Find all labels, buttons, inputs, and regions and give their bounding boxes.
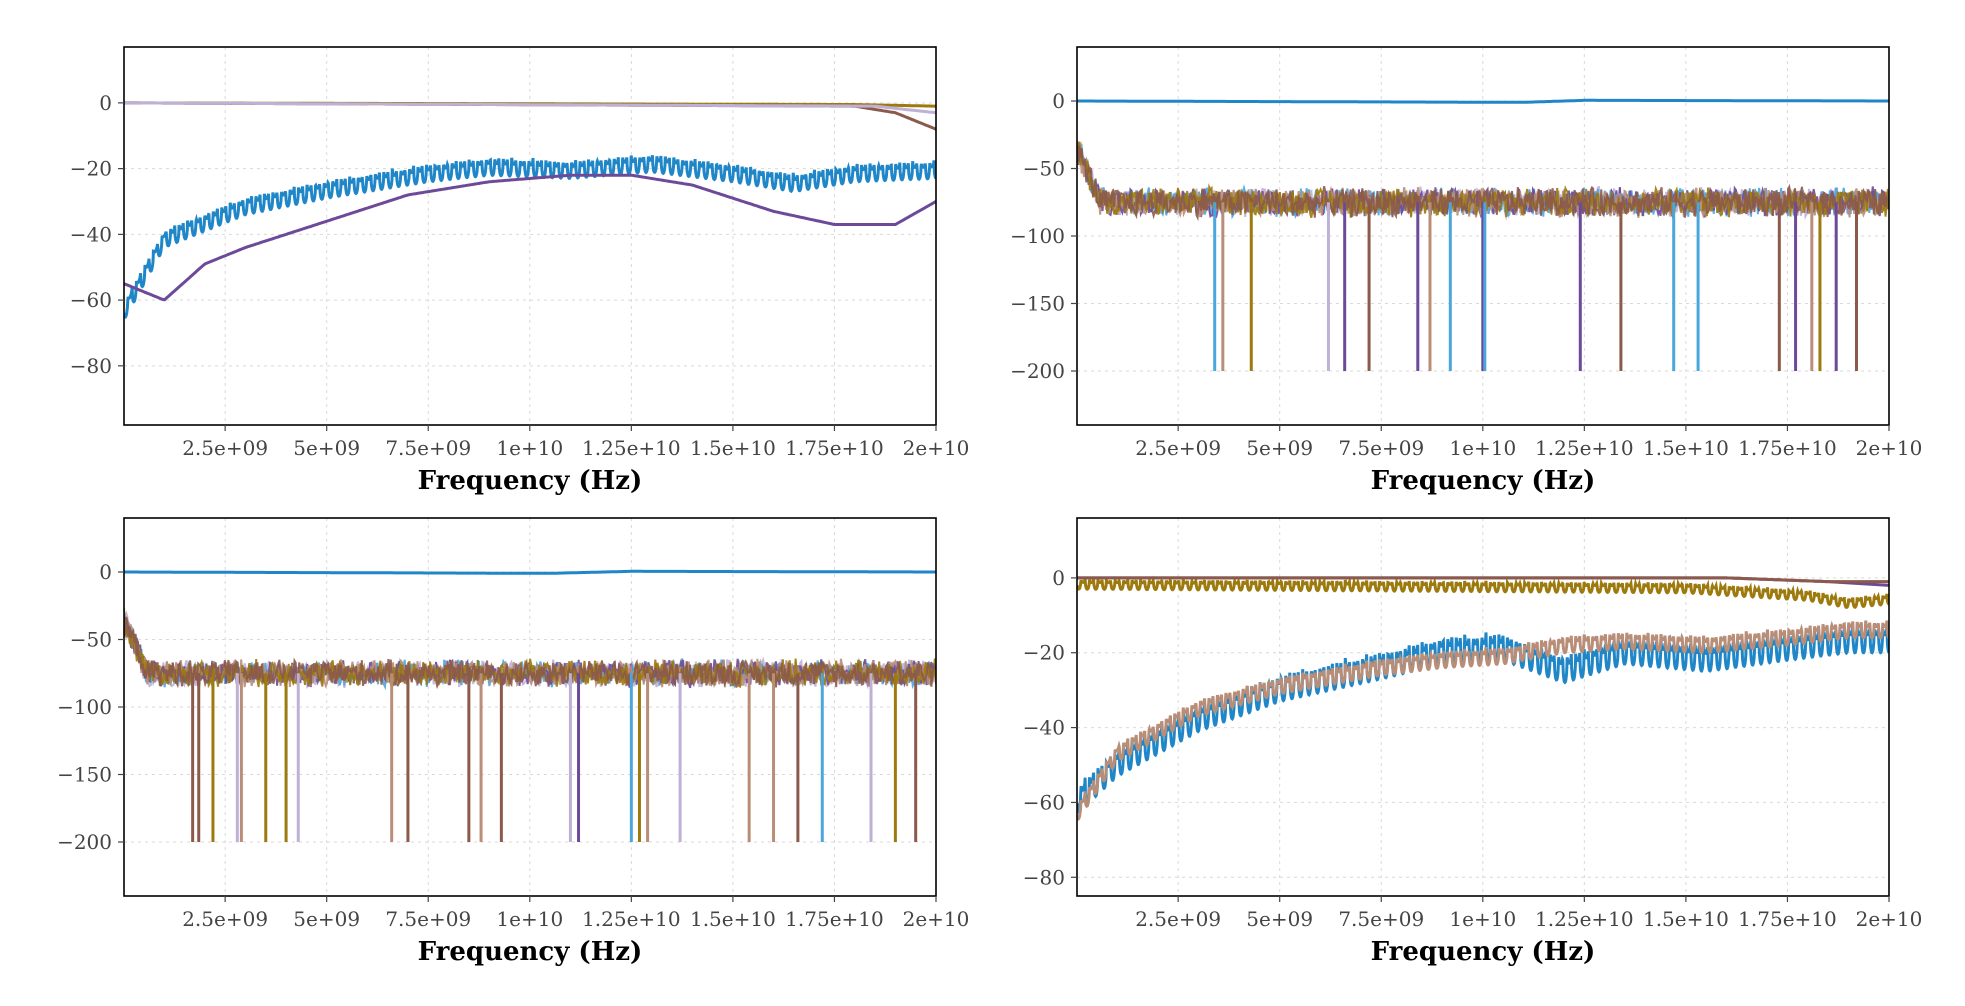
x-tick-label: 1e+10 <box>1449 907 1516 931</box>
series-line <box>124 101 936 115</box>
x-tick-label: 1.75e+10 <box>785 907 884 931</box>
y-tick-label: −60 <box>1023 790 1065 814</box>
x-tick-label: 5e+09 <box>293 907 360 931</box>
y-tick-label: 0 <box>99 91 112 115</box>
x-tick-label: 1e+10 <box>1449 436 1516 460</box>
y-tick-label: −100 <box>1010 224 1065 248</box>
y-tick-label: −50 <box>70 628 112 652</box>
series-line <box>124 154 936 319</box>
x-tick-label: 1.5e+10 <box>690 436 776 460</box>
plot-area <box>124 101 936 319</box>
x-tick-label: 2e+10 <box>903 436 970 460</box>
subplot-top-left: 2.5e+09 5e+09 7.5e+09 1e+10 1.25e+10 1.5e+10 1… <box>70 46 970 496</box>
subplot-bottom-right: 2.5e+09 5e+09 7.5e+09 1e+10 1.25e+10 1.5e+10 1… <box>1023 517 1923 967</box>
x-tick-label: 2e+10 <box>903 907 970 931</box>
series-line <box>1077 98 1889 104</box>
x-tick-label: 1.5e+10 <box>1643 907 1729 931</box>
x-tick-label: 1.75e+10 <box>1738 436 1837 460</box>
y-tick-label: 0 <box>1052 566 1065 590</box>
x-tick-label: 2.5e+09 <box>182 436 268 460</box>
x-tick-label: 5e+09 <box>293 436 360 460</box>
y-tick-label: −50 <box>1023 157 1065 181</box>
y-tick-label: −40 <box>70 222 112 246</box>
x-tick-label: 7.5e+09 <box>1338 436 1424 460</box>
y-tick-label: 0 <box>99 560 112 584</box>
x-tick-label: 2.5e+09 <box>1135 907 1221 931</box>
y-tick-label: −20 <box>1023 641 1065 665</box>
x-tick-label: 1.25e+10 <box>1535 907 1634 931</box>
series-line <box>1077 576 1889 584</box>
x-tick-label: 7.5e+09 <box>385 436 471 460</box>
x-tick-label: 1.25e+10 <box>582 907 681 931</box>
y-tick-label: −200 <box>57 830 112 854</box>
subplot-bottom-left: 2.5e+09 5e+09 7.5e+09 1e+10 1.25e+10 1.5e+10 1… <box>57 517 970 967</box>
y-tick-label: −60 <box>70 288 112 312</box>
x-tick-label: 1.75e+10 <box>785 436 884 460</box>
x-tick-label: 5e+09 <box>1246 907 1313 931</box>
y-tick-label: −80 <box>70 354 112 378</box>
plot-area <box>1077 575 1889 821</box>
series-line <box>124 569 936 575</box>
y-tick-label: −100 <box>57 695 112 719</box>
x-axis-label: Frequency (Hz) <box>1371 466 1596 496</box>
x-tick-label: 2.5e+09 <box>1135 436 1221 460</box>
plot-area <box>124 569 936 842</box>
y-tick-label: −80 <box>1023 865 1065 889</box>
x-tick-label: 1.5e+10 <box>1643 436 1729 460</box>
x-axis-label: Frequency (Hz) <box>1371 937 1596 967</box>
x-tick-label: 5e+09 <box>1246 436 1313 460</box>
x-tick-label: 1.25e+10 <box>1535 436 1634 460</box>
x-axis-label: Frequency (Hz) <box>418 937 643 967</box>
x-tick-label: 1e+10 <box>496 907 563 931</box>
x-tick-label: 1.5e+10 <box>690 907 776 931</box>
series-line <box>124 616 936 689</box>
series-line <box>1077 620 1889 821</box>
x-tick-label: 1.25e+10 <box>582 436 681 460</box>
x-tick-label: 7.5e+09 <box>385 907 471 931</box>
y-tick-label: 0 <box>1052 89 1065 113</box>
y-tick-label: −150 <box>57 763 112 787</box>
y-tick-label: −150 <box>1010 292 1065 316</box>
x-tick-label: 2.5e+09 <box>182 907 268 931</box>
x-tick-label: 1e+10 <box>496 436 563 460</box>
x-tick-label: 7.5e+09 <box>1338 907 1424 931</box>
subplot-top-right: 2.5e+09 5e+09 7.5e+09 1e+10 1.25e+10 1.5e+10 1… <box>1010 46 1923 496</box>
y-tick-label: −40 <box>1023 716 1065 740</box>
y-tick-label: −20 <box>70 157 112 181</box>
y-tick-label: −200 <box>1010 359 1065 383</box>
plot-area <box>1077 98 1889 371</box>
series-line <box>124 173 936 302</box>
x-axis-label: Frequency (Hz) <box>418 466 643 496</box>
x-tick-label: 2e+10 <box>1856 436 1923 460</box>
x-tick-label: 1.75e+10 <box>1738 907 1837 931</box>
series-line <box>1077 575 1889 609</box>
x-tick-label: 2e+10 <box>1856 907 1923 931</box>
